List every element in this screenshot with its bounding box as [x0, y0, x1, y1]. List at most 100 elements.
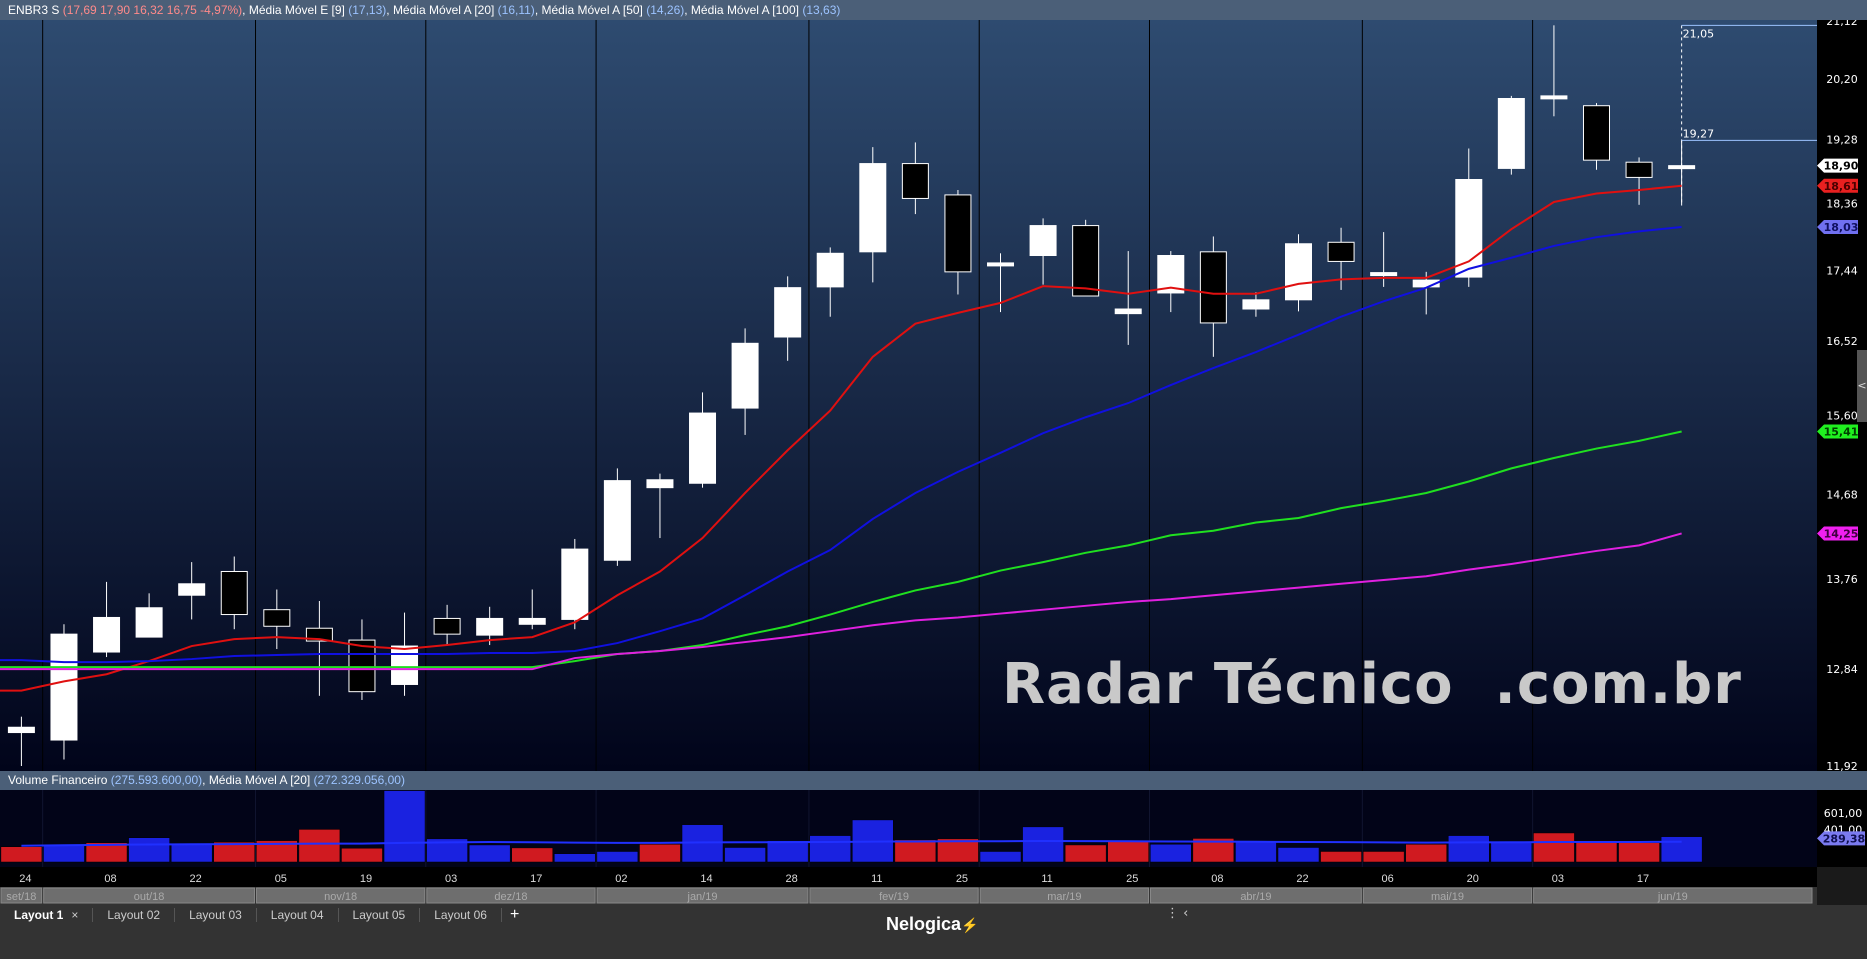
- date-tick-label: 24: [19, 873, 31, 885]
- last-value-tag: [1817, 220, 1858, 235]
- volume-bar: [554, 853, 596, 863]
- candle-body: [561, 548, 589, 620]
- candle-body: [135, 607, 163, 638]
- candle-body: [433, 617, 461, 635]
- ma20-label[interactable]: Média Móvel A [20]: [392, 3, 495, 17]
- month-label: mar/19: [1047, 891, 1081, 903]
- date-tick-label: 28: [786, 873, 798, 885]
- candle-body: [1072, 225, 1100, 297]
- volume-bar: [1618, 842, 1660, 863]
- candle-body: [1114, 308, 1142, 315]
- symbol: ENBR3 S: [8, 3, 60, 17]
- more-menu-icon[interactable]: ⋮ ‹: [1166, 906, 1189, 921]
- volume-bar: [256, 840, 298, 863]
- candle: [1029, 218, 1057, 285]
- ma9-label[interactable]: Média Móvel E [9]: [248, 3, 345, 17]
- volume-tick-label: 601,00: [1824, 807, 1863, 820]
- tab-layout-02[interactable]: Layout 02: [93, 908, 176, 922]
- tab-layout-1[interactable]: Layout 1 ×: [0, 908, 94, 922]
- volume-bar: [1575, 840, 1618, 863]
- volume-bar: [213, 841, 255, 863]
- candle: [50, 624, 78, 760]
- candle-body: [1029, 225, 1057, 257]
- month-label: dez/18: [494, 891, 527, 903]
- candle-body: [391, 645, 419, 685]
- ma100-label[interactable]: Média Móvel A [100]: [690, 3, 799, 17]
- volume-ma-label[interactable]: Média Móvel A [20]: [208, 773, 311, 787]
- volume-bar: [511, 847, 553, 863]
- watermark: Radar Técnico .com.br: [1002, 652, 1742, 717]
- candle-body: [987, 262, 1015, 267]
- price-chart-header: ENBR3 S (17,69 17,90 16,32 16,75 -4,97%)…: [0, 0, 1867, 20]
- volume-bar: [1235, 841, 1277, 863]
- volume-bar: [383, 790, 426, 863]
- month-cell: [256, 887, 426, 904]
- candle: [518, 589, 546, 630]
- volume-bar: [1320, 851, 1362, 863]
- month-label: abr/19: [1240, 891, 1271, 903]
- moving-average-line: [0, 430, 1682, 669]
- volume-bar: [1150, 843, 1192, 863]
- tab-layout-06[interactable]: Layout 06: [420, 908, 502, 922]
- candle: [220, 556, 248, 630]
- candle-body: [689, 412, 717, 484]
- candle: [816, 247, 844, 317]
- crosshair-low-label: 19,27: [1683, 127, 1715, 140]
- candlestick-chart[interactable]: set/18 out/18 nov/18 dez/18 jan/19 fev/19 mar/…: [0, 0, 1867, 905]
- volume-bar: [341, 847, 383, 863]
- volume-bar: [1362, 851, 1405, 863]
- month-cell: [43, 887, 256, 904]
- price-tick-label: 18,36: [1826, 197, 1858, 210]
- candle-body: [1370, 272, 1398, 277]
- candle-body: [731, 342, 759, 409]
- candle-body: [646, 479, 674, 489]
- candle: [901, 142, 929, 215]
- date-tick-label: 25: [956, 873, 968, 885]
- candle-body: [1540, 95, 1568, 100]
- date-tick-label: 03: [445, 873, 457, 885]
- price-tick-label: 15,60: [1826, 410, 1858, 423]
- candle-body: [348, 639, 376, 693]
- moving-average-line: [0, 532, 1682, 671]
- candle: [476, 606, 504, 646]
- close-icon[interactable]: ×: [71, 908, 79, 922]
- volume-ma-line: [21, 839, 1682, 847]
- tab-layout-04[interactable]: Layout 04: [257, 908, 339, 922]
- ma50-label[interactable]: Média Móvel A [50]: [541, 3, 643, 17]
- candle: [603, 468, 631, 566]
- month-cell: [0, 887, 43, 904]
- month-label: nov/18: [324, 891, 357, 903]
- candle: [433, 604, 461, 646]
- last-value-tag: [1817, 158, 1858, 173]
- date-tick-label: 06: [1382, 873, 1394, 885]
- price-tick-label: 12,84: [1826, 663, 1858, 676]
- candle: [1285, 234, 1312, 312]
- volume-bar: [894, 839, 937, 863]
- ma20-value: (16,11): [497, 3, 535, 17]
- candle-body: [220, 570, 248, 616]
- tab-layout-05[interactable]: Layout 05: [339, 908, 421, 922]
- price-tick-label: 20,20: [1826, 73, 1858, 86]
- candle: [774, 276, 802, 361]
- date-tick-label: 20: [1467, 873, 1479, 885]
- volume-bar: [1107, 841, 1149, 863]
- volume-value-tag-label: 289,38: [1823, 832, 1865, 845]
- volume-bar: [1533, 832, 1575, 863]
- month-label: jun/19: [1657, 891, 1688, 903]
- candle: [731, 328, 759, 435]
- volume-ma-value: (272.329.056,00): [313, 773, 405, 787]
- month-label: fev/19: [879, 891, 909, 903]
- candle: [348, 619, 376, 700]
- collapse-panel-button[interactable]: <: [1857, 350, 1867, 422]
- date-tick-label: 08: [1211, 873, 1223, 885]
- volume-header: Volume Financeiro (275.593.600,00), Médi…: [0, 771, 1867, 790]
- candle-body: [1625, 161, 1653, 178]
- volume-label[interactable]: Volume Financeiro: [8, 773, 108, 787]
- candle: [1157, 251, 1185, 313]
- volume-bar: [766, 840, 809, 863]
- month-label: mai/19: [1431, 891, 1464, 903]
- candle: [1199, 236, 1227, 357]
- tab-layout-03[interactable]: Layout 03: [175, 908, 257, 922]
- last-value-tag: [1817, 424, 1858, 439]
- add-tab-button[interactable]: +: [509, 906, 520, 923]
